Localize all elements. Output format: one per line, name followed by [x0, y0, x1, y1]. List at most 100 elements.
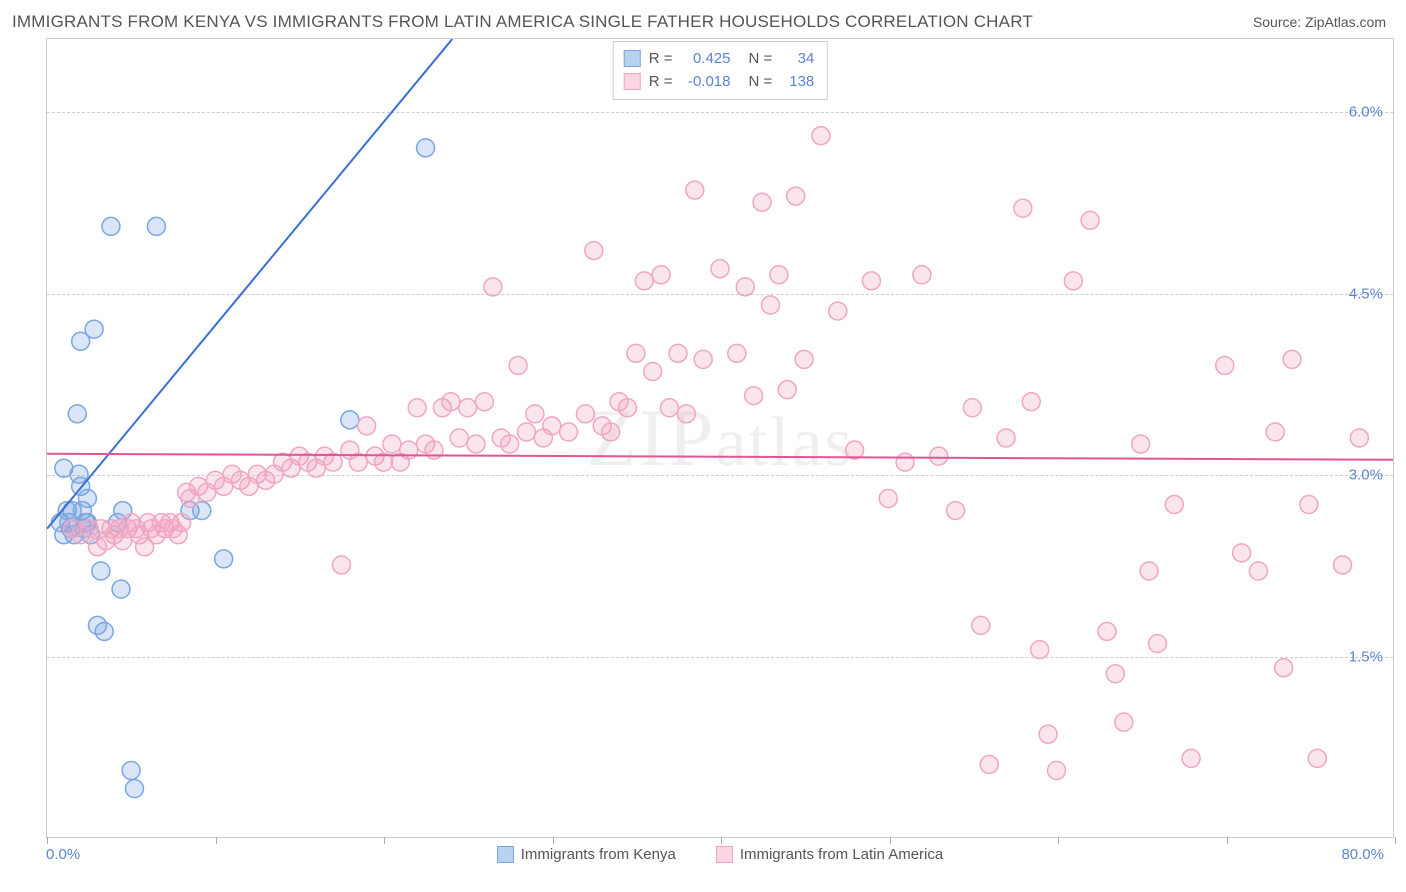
- watermark-a: ZIP: [586, 392, 715, 483]
- data-point: [1064, 272, 1082, 290]
- data-point: [778, 381, 796, 399]
- data-point: [178, 483, 196, 501]
- gridline: [47, 294, 1393, 295]
- data-point: [193, 502, 211, 520]
- legend-item-latin-america: Immigrants from Latin America: [716, 846, 943, 863]
- data-point: [349, 453, 367, 471]
- data-point: [711, 260, 729, 278]
- source-prefix: Source:: [1253, 14, 1301, 30]
- data-point: [770, 266, 788, 284]
- data-point: [189, 477, 207, 495]
- x-axis-min-label: 0.0%: [46, 846, 80, 863]
- data-point: [787, 187, 805, 205]
- data-point: [576, 405, 594, 423]
- data-point: [1216, 356, 1234, 374]
- data-point: [198, 483, 216, 501]
- data-point: [366, 447, 384, 465]
- data-point: [105, 526, 123, 544]
- data-point: [215, 550, 233, 568]
- data-point: [635, 272, 653, 290]
- watermark: ZIPatlas: [586, 391, 853, 485]
- data-point: [299, 453, 317, 471]
- data-point: [114, 502, 132, 520]
- data-point: [70, 465, 88, 483]
- data-point: [862, 272, 880, 290]
- y-tick-label: 1.5%: [1349, 649, 1383, 666]
- data-point: [78, 489, 96, 507]
- data-point: [753, 193, 771, 211]
- legend-label: Immigrants from Kenya: [521, 846, 676, 863]
- data-point: [136, 538, 154, 556]
- data-point: [686, 181, 704, 199]
- data-point: [1249, 562, 1267, 580]
- data-point: [896, 453, 914, 471]
- data-point: [761, 296, 779, 314]
- data-point: [181, 502, 199, 520]
- data-point: [408, 399, 426, 417]
- data-point: [980, 755, 998, 773]
- swatch-icon: [497, 846, 514, 863]
- data-point: [358, 417, 376, 435]
- data-point: [450, 429, 468, 447]
- data-point: [102, 520, 120, 538]
- data-point: [324, 453, 342, 471]
- data-point: [1350, 429, 1368, 447]
- data-point: [963, 399, 981, 417]
- swatch-icon: [624, 50, 641, 67]
- swatch-icon: [716, 846, 733, 863]
- data-point: [442, 393, 460, 411]
- n-value: 138: [780, 70, 814, 93]
- data-point: [63, 520, 81, 538]
- data-point: [240, 477, 258, 495]
- data-point: [206, 471, 224, 489]
- data-point: [119, 520, 137, 538]
- data-point: [92, 562, 110, 580]
- data-point: [1140, 562, 1158, 580]
- data-point: [114, 532, 132, 550]
- scatter-plot: R = 0.425 N = 34 R = -0.018 N = 138 ZIPa…: [46, 38, 1394, 838]
- data-point: [795, 350, 813, 368]
- data-point: [669, 344, 687, 362]
- data-point: [1132, 435, 1150, 453]
- data-point: [459, 399, 477, 417]
- data-point: [618, 399, 636, 417]
- correlation-stats-box: R = 0.425 N = 34 R = -0.018 N = 138: [613, 41, 828, 100]
- data-point: [930, 447, 948, 465]
- regression-lines-layer: [47, 39, 1393, 837]
- regression-line-extrapolated: [451, 39, 453, 41]
- data-point: [257, 471, 275, 489]
- data-point: [1039, 725, 1057, 743]
- data-point: [1022, 393, 1040, 411]
- data-point: [68, 405, 86, 423]
- data-point: [51, 514, 69, 532]
- y-tick-label: 4.5%: [1349, 285, 1383, 302]
- data-point: [433, 399, 451, 417]
- data-point: [812, 127, 830, 145]
- data-point: [383, 435, 401, 453]
- data-point: [400, 441, 418, 459]
- data-point: [661, 399, 679, 417]
- data-point: [72, 332, 90, 350]
- gridline: [47, 657, 1393, 658]
- data-point: [526, 405, 544, 423]
- data-point: [375, 453, 393, 471]
- data-point: [152, 514, 170, 532]
- x-axis-max-label: 80.0%: [1341, 846, 1384, 863]
- data-point: [1106, 665, 1124, 683]
- data-point: [1048, 762, 1066, 780]
- data-point: [82, 526, 100, 544]
- data-point: [610, 393, 628, 411]
- data-point: [425, 441, 443, 459]
- data-point: [92, 520, 110, 538]
- regression-line: [47, 454, 1393, 460]
- data-point: [593, 417, 611, 435]
- data-point: [829, 302, 847, 320]
- data-point: [60, 514, 78, 532]
- watermark-b: atlas: [715, 404, 853, 481]
- data-point: [215, 477, 233, 495]
- data-point: [332, 556, 350, 574]
- data-point: [265, 465, 283, 483]
- data-point: [95, 622, 113, 640]
- data-point: [341, 441, 359, 459]
- r-label: R =: [649, 47, 673, 70]
